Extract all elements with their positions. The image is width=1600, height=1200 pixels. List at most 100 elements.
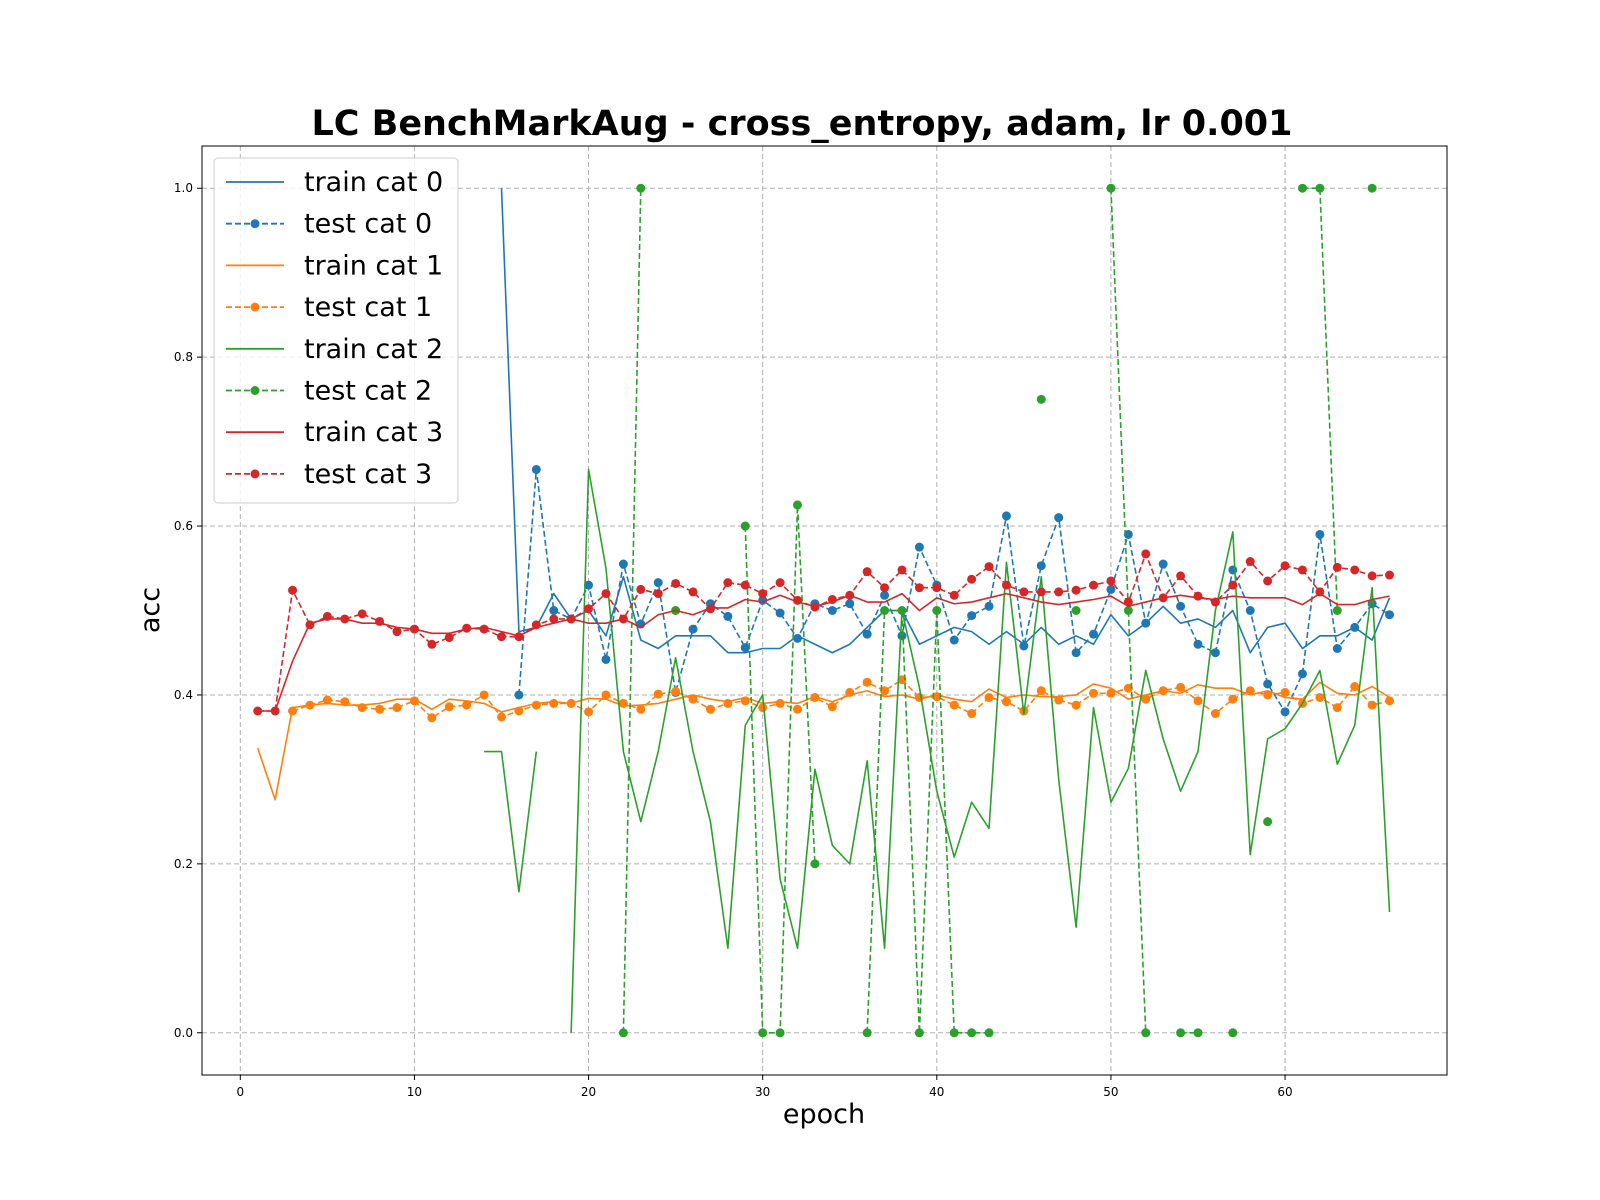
- data-point-test-cat-1: [1176, 682, 1186, 692]
- data-point-test-cat-2: [1141, 1028, 1151, 1038]
- data-point-test-cat-0: [1210, 648, 1220, 658]
- data-point-test-cat-1: [479, 690, 489, 700]
- data-point-test-cat-0: [1315, 529, 1325, 539]
- data-point-test-cat-0: [1106, 584, 1116, 594]
- data-point-test-cat-0: [862, 629, 872, 639]
- legend-marker: [250, 302, 260, 312]
- data-point-test-cat-0: [1036, 561, 1046, 571]
- legend-marker: [250, 219, 260, 229]
- data-point-test-cat-1: [1332, 703, 1342, 713]
- legend-label: train cat 3: [304, 417, 443, 448]
- data-point-test-cat-3: [288, 585, 298, 595]
- data-point-test-cat-0: [584, 580, 594, 590]
- data-point-test-cat-1: [1123, 683, 1133, 693]
- data-point-test-cat-3: [1367, 571, 1377, 581]
- plot-frame: [201, 145, 1448, 1076]
- legend-item-test-cat-2: test cat 2: [226, 376, 432, 407]
- data-point-test-cat-1: [827, 702, 837, 712]
- x-tick-label: 40: [929, 1085, 944, 1099]
- series-test-cat-3: [253, 549, 1395, 716]
- data-point-test-cat-1: [949, 700, 959, 710]
- data-point-test-cat-1: [1210, 709, 1220, 719]
- data-point-test-cat-3: [549, 614, 559, 624]
- data-point-test-cat-3: [1036, 587, 1046, 597]
- data-point-test-cat-1: [671, 687, 681, 697]
- data-point-test-cat-1: [1193, 696, 1203, 706]
- data-point-test-cat-0: [1158, 559, 1168, 569]
- data-point-test-cat-3: [601, 589, 611, 599]
- data-point-test-cat-1: [392, 703, 402, 713]
- data-point-test-cat-1: [775, 698, 785, 708]
- data-point-test-cat-1: [1245, 686, 1255, 696]
- data-point-test-cat-3: [1315, 587, 1325, 597]
- legend-label: test cat 1: [304, 292, 432, 323]
- data-point-test-cat-1: [1001, 697, 1011, 707]
- data-point-test-cat-1: [1350, 682, 1360, 692]
- data-point-test-cat-0: [1263, 679, 1273, 689]
- data-point-test-cat-3: [880, 583, 890, 593]
- data-point-test-cat-1: [566, 698, 576, 708]
- data-point-test-cat-2: [984, 1028, 994, 1038]
- legend-item-test-cat-0: test cat 0: [226, 209, 432, 240]
- data-point-test-cat-1: [810, 692, 820, 702]
- data-point-test-cat-3: [584, 604, 594, 614]
- legend-label: test cat 0: [304, 209, 432, 240]
- data-point-test-cat-1: [723, 698, 733, 708]
- legend-item-train-cat-2: train cat 2: [226, 334, 443, 365]
- data-point-test-cat-0: [1071, 648, 1081, 658]
- data-point-test-cat-2: [862, 1028, 872, 1038]
- data-point-test-cat-1: [636, 704, 646, 714]
- data-point-test-cat-3: [671, 578, 681, 588]
- data-point-test-cat-0: [897, 631, 907, 641]
- data-point-test-cat-3: [1210, 597, 1220, 607]
- data-point-test-cat-3: [653, 589, 663, 599]
- data-point-test-cat-1: [1263, 690, 1273, 700]
- data-point-test-cat-1: [1367, 700, 1377, 710]
- data-point-test-cat-1: [967, 709, 977, 719]
- data-point-test-cat-0: [1332, 644, 1342, 654]
- data-point-test-cat-0: [1123, 529, 1133, 539]
- data-point-test-cat-3: [479, 624, 489, 634]
- data-point-test-cat-2: [1036, 394, 1046, 404]
- data-point-test-cat-3: [1280, 561, 1290, 571]
- data-point-test-cat-2: [949, 1028, 959, 1038]
- data-point-test-cat-3: [914, 583, 924, 593]
- data-point-test-cat-1: [288, 706, 298, 716]
- data-point-test-cat-3: [636, 584, 646, 594]
- data-point-test-cat-1: [688, 694, 698, 704]
- data-point-test-cat-3: [984, 562, 994, 572]
- data-point-test-cat-1: [618, 698, 628, 708]
- data-point-test-cat-1: [758, 703, 768, 713]
- data-point-test-cat-0: [618, 559, 628, 569]
- x-tick-label: 10: [407, 1085, 422, 1099]
- data-point-test-cat-3: [897, 565, 907, 575]
- legend-item-train-cat-0: train cat 0: [226, 167, 443, 198]
- data-point-test-cat-3: [1245, 557, 1255, 567]
- data-point-test-cat-2: [1263, 817, 1273, 827]
- chart-title: LC BenchMarkAug - cross_entropy, adam, l…: [311, 104, 1292, 144]
- data-point-test-cat-2: [932, 606, 942, 615]
- data-point-test-cat-1: [1385, 696, 1395, 706]
- data-point-test-cat-1: [1036, 686, 1046, 696]
- data-point-test-cat-1: [462, 700, 472, 710]
- data-point-test-cat-3: [1001, 580, 1011, 590]
- data-point-test-cat-1: [1141, 694, 1151, 704]
- data-point-test-cat-0: [845, 599, 855, 609]
- data-point-test-cat-0: [531, 464, 541, 474]
- data-point-test-cat-1: [1158, 686, 1168, 696]
- data-point-test-cat-3: [1350, 565, 1360, 575]
- data-point-test-cat-3: [1385, 570, 1395, 580]
- data-point-test-cat-3: [1158, 593, 1168, 603]
- data-point-test-cat-1: [427, 713, 437, 723]
- data-point-test-cat-0: [549, 606, 559, 615]
- data-point-test-cat-3: [496, 632, 506, 642]
- legend-label: test cat 3: [304, 459, 432, 490]
- data-point-test-cat-1: [601, 690, 611, 700]
- y-tick-label: 0.4: [174, 688, 193, 702]
- data-point-test-cat-3: [775, 578, 785, 588]
- data-point-test-cat-0: [1297, 669, 1307, 679]
- data-point-test-cat-1: [705, 704, 715, 714]
- data-point-test-cat-0: [1054, 513, 1064, 523]
- data-point-test-cat-2: [775, 1028, 785, 1038]
